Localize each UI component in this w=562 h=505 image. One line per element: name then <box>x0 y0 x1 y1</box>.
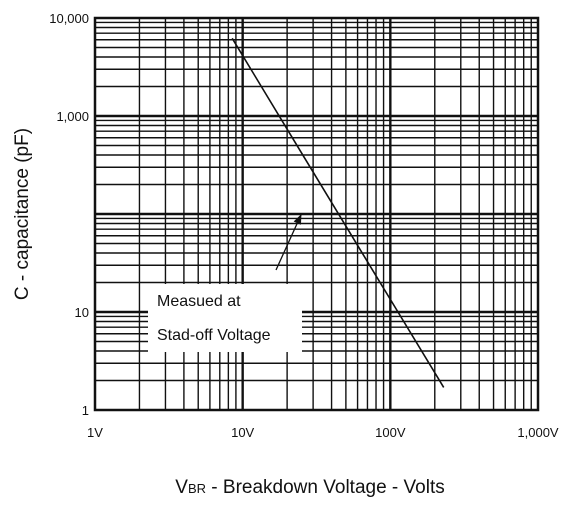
annotation-arrow <box>275 213 303 271</box>
x-tick-label: 1V <box>87 425 103 440</box>
y-axis-label: C - capacitance (pF) <box>12 128 33 300</box>
x-axis-label: VBR - Breakdown Voltage - Volts <box>175 477 444 498</box>
y-tick-labels: 1 10 1,000 10,000 <box>49 11 89 418</box>
x-axis-label-subscript: BR <box>188 481 206 496</box>
y-tick-label: 1,000 <box>56 109 89 124</box>
x-tick-label: 10V <box>231 425 254 440</box>
series-group <box>231 37 445 388</box>
annotation-box <box>148 284 302 352</box>
annotation-line-1: Measued at <box>157 293 241 310</box>
y-tick-label: 1 <box>82 403 89 418</box>
x-axis-label-main: V <box>175 477 188 498</box>
annotation-arrowhead <box>293 214 302 225</box>
x-tick-labels: 1V 10V 100V 1,000V <box>87 425 559 440</box>
x-axis-label-rest: - Breakdown Voltage - Volts <box>206 477 445 498</box>
series-line <box>231 37 445 388</box>
plot-frame <box>93 16 540 412</box>
grid <box>95 18 538 410</box>
y-tick-label: 10 <box>75 305 89 320</box>
x-tick-label: 1,000V <box>517 425 559 440</box>
annotation: Measued at Stad-off Voltage <box>148 213 303 352</box>
y-tick-label: 10,000 <box>49 11 89 26</box>
x-tick-label: 100V <box>375 425 406 440</box>
annotation-line-2: Stad-off Voltage <box>157 327 271 344</box>
